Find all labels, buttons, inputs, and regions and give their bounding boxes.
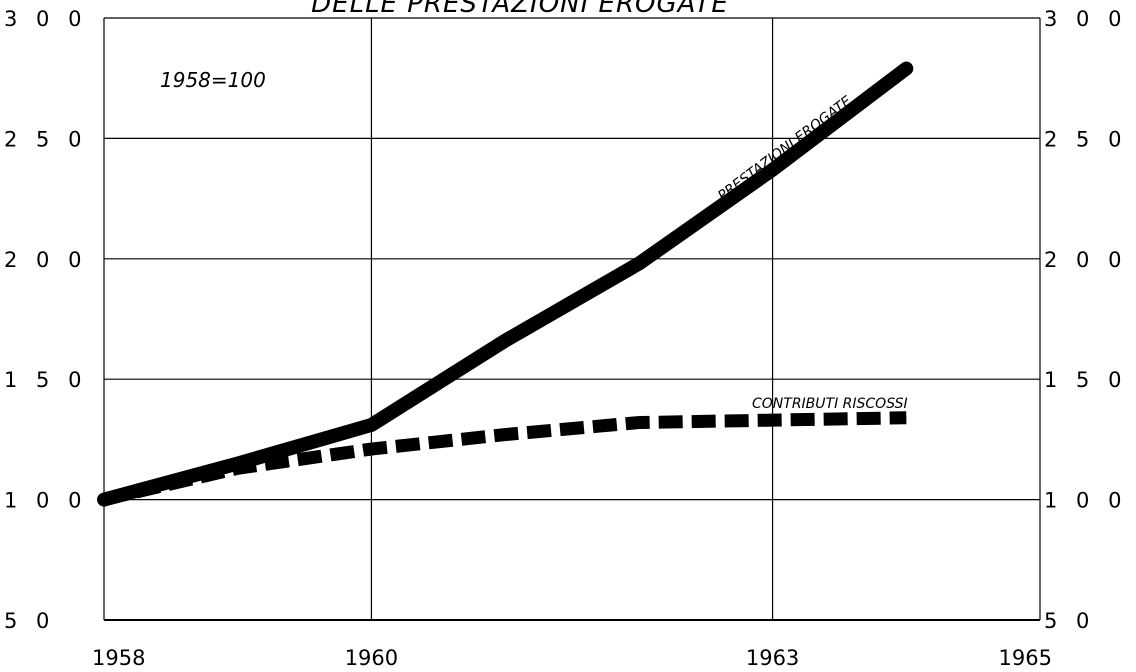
- data-point-0-1962: [638, 263, 640, 265]
- y-tick-left-50: 5 0: [4, 609, 55, 633]
- y-tick-left-100: 1 0 0: [4, 489, 87, 513]
- series-line-1: [102, 411, 907, 506]
- chart-title: DELLE PRESTAZIONI EROGATE: [311, 0, 729, 19]
- x-tick-1965: 1965: [999, 646, 1052, 670]
- y-tick-left-200: 2 0 0: [4, 248, 87, 272]
- y-tick-right-250: 2 5 0: [1044, 127, 1127, 151]
- index-note: 1958=100: [160, 68, 266, 92]
- x-tick-1958: 1958: [92, 646, 145, 670]
- y-tick-labels-right: 5 0 1 0 0 1 5 0 2 0 0 2 5 0 3 0 0: [1044, 7, 1127, 633]
- y-tick-right-300: 3 0 0: [1044, 7, 1127, 31]
- y-tick-left-300: 3 0 0: [4, 7, 87, 31]
- data-point-0-1961: [504, 340, 506, 342]
- x-tick-1960: 1960: [345, 646, 398, 670]
- data-point-1-1959: [237, 467, 239, 469]
- data-point-1-1964: [905, 417, 907, 419]
- y-tick-right-150: 1 5 0: [1044, 368, 1127, 392]
- data-point-1-1962: [638, 422, 640, 424]
- x-tick-1963: 1963: [746, 646, 799, 670]
- series-label-prestazioni: PRESTAZIONI EROGATE: [715, 93, 855, 204]
- y-tick-right-100: 1 0 0: [1044, 489, 1127, 513]
- y-tick-right-50: 5 0: [1044, 609, 1095, 633]
- data-point-1-1961: [504, 434, 506, 436]
- data-point-1-1963: [772, 419, 774, 421]
- data-point-0-1963: [772, 169, 774, 171]
- y-tick-left-150: 1 5 0: [4, 368, 87, 392]
- series-layer: [97, 61, 914, 507]
- data-point-1-1960: [370, 448, 372, 450]
- series-label-contributi: CONTRIBUTI RISCOSSI: [752, 396, 908, 412]
- y-tick-right-200: 2 0 0: [1044, 248, 1127, 272]
- y-tick-labels-left: 5 0 1 0 0 1 5 0 2 0 0 2 5 0 3 0 0: [4, 7, 87, 633]
- y-tick-left-250: 2 5 0: [4, 127, 87, 151]
- data-point-0-1960: [370, 424, 372, 426]
- data-point-0-1964: [905, 68, 907, 70]
- grid-lines: [103, 17, 1041, 621]
- data-point-1-1958: [103, 499, 105, 501]
- x-tick-labels: 1958 1960 1963 1965: [92, 646, 1052, 670]
